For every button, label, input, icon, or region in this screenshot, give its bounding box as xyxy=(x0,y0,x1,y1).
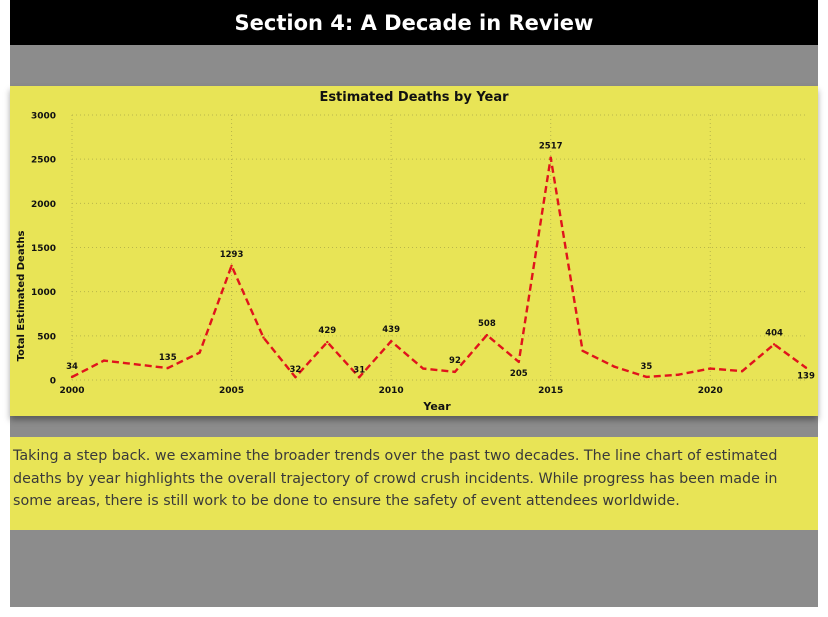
data-label: 2517 xyxy=(539,142,563,152)
data-point xyxy=(262,336,265,339)
x-tick-label: 2005 xyxy=(219,386,244,396)
bottom-panel xyxy=(10,530,818,607)
x-tick-label: 2020 xyxy=(698,386,723,396)
y-tick-label: 1000 xyxy=(31,288,56,298)
chart-panel: 0 500 1000 1500 2000 2500 3000 2000 2005 2010 201… xyxy=(10,86,818,416)
x-tick-label: 2010 xyxy=(379,386,404,396)
data-point xyxy=(645,375,648,379)
x-tick-label: 2000 xyxy=(59,386,84,396)
data-labels: 34 135 1293 32 429 31 439 92 508 205 2517 35 404 139 xyxy=(66,142,815,382)
data-label: 1293 xyxy=(220,250,244,260)
data-label: 429 xyxy=(318,326,336,336)
series-deaths-line xyxy=(71,156,807,379)
data-point xyxy=(517,360,520,364)
data-label: 205 xyxy=(510,369,528,379)
data-point xyxy=(581,349,584,353)
data-point xyxy=(230,264,233,267)
y-tick-label: 2000 xyxy=(31,200,56,210)
data-point xyxy=(677,373,680,376)
data-label: 92 xyxy=(449,356,461,366)
y-tick-label: 1500 xyxy=(31,244,56,254)
data-label: 439 xyxy=(382,325,400,335)
y-tick-label: 2500 xyxy=(31,156,56,166)
data-point xyxy=(294,375,297,379)
data-point xyxy=(70,375,74,379)
data-label: 35 xyxy=(641,362,653,372)
data-point xyxy=(485,333,489,337)
data-point xyxy=(198,351,201,354)
data-label: 404 xyxy=(765,328,783,338)
data-label: 32 xyxy=(289,365,301,375)
data-point xyxy=(358,376,361,379)
data-point xyxy=(613,365,616,368)
page-title: Section 4: A Decade in Review xyxy=(234,10,594,35)
data-point xyxy=(549,156,552,159)
data-point xyxy=(804,366,808,369)
data-point xyxy=(740,369,744,373)
x-axis-label: Year xyxy=(422,400,451,413)
description-panel: Taking a step back. we examine the broad… xyxy=(10,437,818,530)
data-point xyxy=(772,343,776,346)
page-header: Section 4: A Decade in Review xyxy=(10,0,818,45)
data-label: 508 xyxy=(478,319,496,329)
x-tick-label: 2015 xyxy=(538,386,563,396)
data-point xyxy=(389,340,393,343)
series-line xyxy=(70,156,808,379)
data-label: 34 xyxy=(66,362,78,372)
data-label: 31 xyxy=(353,365,365,375)
data-point xyxy=(421,367,425,370)
data-label: 135 xyxy=(159,353,177,363)
chart-grid xyxy=(71,114,806,381)
data-point xyxy=(326,340,329,344)
data-point xyxy=(453,370,457,374)
y-axis-label: Total Estimated Deaths xyxy=(16,231,27,362)
line-chart: 0 500 1000 1500 2000 2500 3000 2000 2005 2010 201… xyxy=(16,90,815,413)
data-point xyxy=(709,367,712,370)
y-tick-label: 500 xyxy=(37,332,56,342)
chart-title: Estimated Deaths by Year xyxy=(319,90,509,105)
data-label: 139 xyxy=(797,372,815,382)
y-tick-label: 0 xyxy=(50,377,56,387)
y-tick-label: 3000 xyxy=(31,112,56,122)
x-axis-ticks: 2000 2005 2010 2015 2020 xyxy=(59,386,722,396)
data-point xyxy=(102,359,106,362)
description-text: Taking a step back. we examine the broad… xyxy=(13,448,778,509)
y-axis-ticks: 0 500 1000 1500 2000 2500 3000 xyxy=(31,112,56,387)
page-frame: Section 4: A Decade in Review 0 500 1000 15… xyxy=(10,0,818,607)
data-point xyxy=(166,366,169,370)
